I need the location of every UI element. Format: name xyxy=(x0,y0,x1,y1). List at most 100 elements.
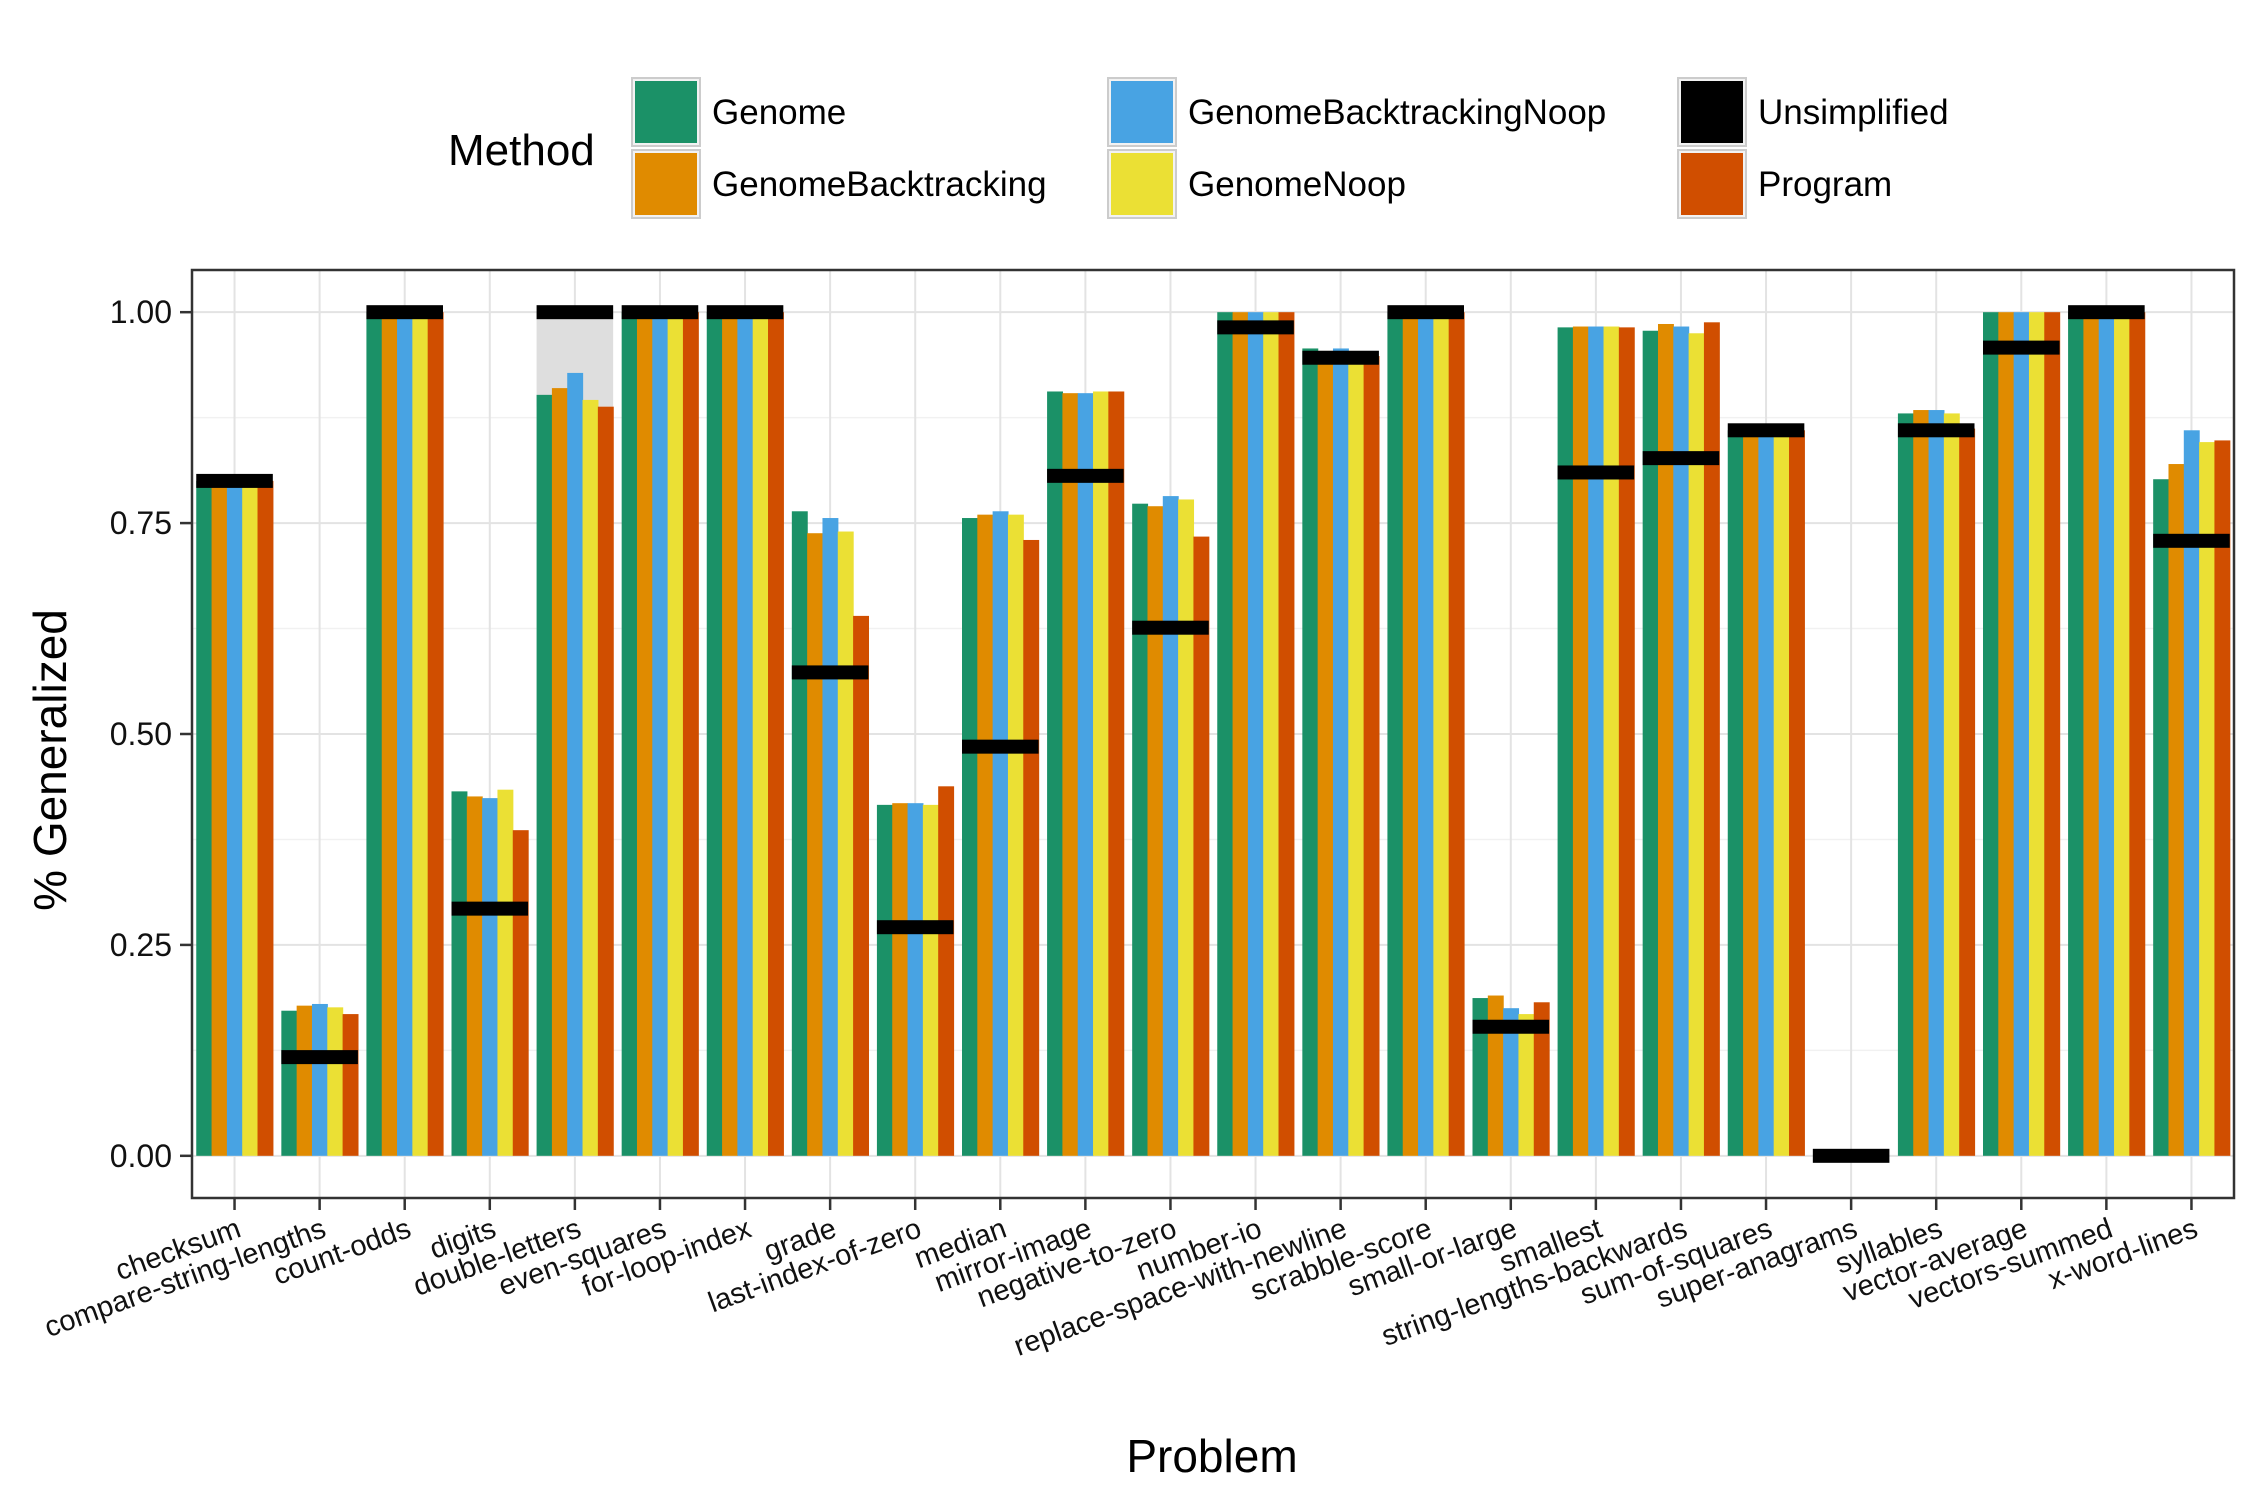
bar-sum-of-squares-program xyxy=(1789,430,1805,1156)
bar-smallest-genomebacktracking xyxy=(1572,326,1589,1156)
bar-count-odds-genomebacktracking xyxy=(381,312,398,1156)
unsimplified-mark-string-lengths-backwards xyxy=(1642,451,1720,466)
legend-label-program: Program xyxy=(1758,165,1892,204)
bar-sum-of-squares-genomenoop xyxy=(1773,430,1790,1156)
y-tick-label: 0.25 xyxy=(110,927,172,963)
bar-vectors-summed-genomenoop xyxy=(2114,312,2130,1156)
legend-label-genomenoop: GenomeNoop xyxy=(1188,165,1406,204)
bar-grade-genome xyxy=(791,511,808,1156)
bar-vector-average-genomebacktrackingnoop xyxy=(2013,312,2030,1156)
bar-negative-to-zero-genomenoop xyxy=(1178,499,1195,1156)
unsimplified-mark-compare-string-lengths xyxy=(281,1050,358,1065)
unsimplified-mark-negative-to-zero xyxy=(1132,620,1209,635)
unsimplified-mark-scrabble-score xyxy=(1387,305,1464,320)
bar-last-index-of-zero-genomebacktrackingnoop xyxy=(907,803,924,1156)
bar-smallest-program xyxy=(1618,327,1635,1156)
bar-string-lengths-backwards-genomebacktrackingnoop xyxy=(1673,326,1690,1156)
bar-small-or-large-program xyxy=(1533,1002,1550,1156)
bar-double-letters-genomebacktrackingnoop xyxy=(567,372,584,1156)
bar-number-io-genomenoop xyxy=(1263,312,1280,1156)
bar-double-letters-genomenoop xyxy=(582,399,599,1156)
bar-replace-space-with-newline-genome xyxy=(1302,348,1319,1156)
bar-smallest-genomenoop xyxy=(1603,326,1620,1156)
bar-mirror-image-genomenoop xyxy=(1093,391,1109,1156)
bar-small-or-large-genomenoop xyxy=(1518,1014,1535,1156)
unsimplified-mark-grade xyxy=(791,665,869,680)
bar-compare-string-lengths-genomenoop xyxy=(327,1007,344,1156)
bar-number-io-genomebacktrackingnoop xyxy=(1247,312,1264,1156)
bar-scrabble-score-genome xyxy=(1387,312,1404,1156)
bar-vector-average-genomebacktracking xyxy=(1998,312,2015,1156)
legend-swatch-program xyxy=(1681,153,1743,215)
bar-count-odds-genomenoop xyxy=(412,312,429,1156)
bar-vector-average-genomenoop xyxy=(2028,312,2045,1156)
bar-mirror-image-genome xyxy=(1047,391,1064,1156)
bar-scrabble-score-genomenoop xyxy=(1433,312,1450,1156)
bar-negative-to-zero-genomebacktrackingnoop xyxy=(1162,496,1179,1156)
bar-scrabble-score-genomebacktrackingnoop xyxy=(1418,312,1434,1156)
bar-negative-to-zero-genome xyxy=(1132,503,1149,1156)
bar-scrabble-score-genomebacktracking xyxy=(1402,312,1419,1156)
bar-replace-space-with-newline-genomenoop xyxy=(1348,350,1365,1156)
bar-grade-genomebacktracking xyxy=(807,533,824,1156)
bar-vectors-summed-genomebacktrackingnoop xyxy=(2098,312,2115,1156)
bar-double-letters-genomebacktracking xyxy=(551,388,568,1156)
unsimplified-mark-vectors-summed xyxy=(2068,305,2145,320)
legend-swatch-genomebacktrackingnoop xyxy=(1111,81,1173,143)
unsimplified-mark-count-odds xyxy=(366,305,443,320)
bar-compare-string-lengths-genomebacktracking xyxy=(296,1005,313,1156)
bar-syllables-genome xyxy=(1897,413,1914,1156)
unsimplified-mark-even-squares xyxy=(621,305,699,320)
unsimplified-mark-super-anagrams xyxy=(1812,1148,1890,1163)
bar-string-lengths-backwards-genomebacktracking xyxy=(1657,323,1674,1156)
bar-median-genome xyxy=(962,518,978,1156)
bar-syllables-genomebacktrackingnoop xyxy=(1928,410,1945,1156)
unsimplified-mark-mirror-image xyxy=(1047,468,1124,483)
bar-vectors-summed-genome xyxy=(2068,312,2085,1156)
legend-label-genome: Genome xyxy=(712,93,846,132)
unsimplified-mark-last-index-of-zero xyxy=(876,920,954,935)
bar-vector-average-program xyxy=(2044,312,2061,1156)
bar-negative-to-zero-genomebacktracking xyxy=(1147,506,1164,1156)
legend-label-genomebacktrackingnoop: GenomeBacktrackingNoop xyxy=(1188,93,1606,132)
legend-label-unsimplified: Unsimplified xyxy=(1758,93,1949,132)
bar-syllables-genomebacktracking xyxy=(1913,410,1930,1156)
bar-compare-string-lengths-program xyxy=(342,1014,359,1156)
unsimplified-mark-smallest xyxy=(1557,465,1635,480)
bar-string-lengths-backwards-genome xyxy=(1642,330,1659,1156)
unsimplified-mark-x-word-lines xyxy=(2153,533,2230,548)
y-tick-label: 0.00 xyxy=(110,1138,172,1174)
bar-compare-string-lengths-genomebacktrackingnoop xyxy=(311,1003,328,1156)
bar-digits-genomenoop xyxy=(497,789,514,1156)
bar-number-io-program xyxy=(1278,312,1295,1156)
legend: Method Genome GenomeBacktracking GenomeBack… xyxy=(448,77,1949,219)
bar-small-or-large-genomebacktrackingnoop xyxy=(1503,1008,1520,1156)
unsimplified-mark-replace-space-with-newline xyxy=(1302,350,1379,365)
bar-x-word-lines-program xyxy=(2214,440,2231,1156)
bar-vectors-summed-genomebacktracking xyxy=(2083,312,2100,1156)
unsimplified-mark-number-io xyxy=(1217,320,1294,335)
bar-even-squares-genomebacktracking xyxy=(636,312,653,1156)
unsimplified-mark-for-loop-index xyxy=(706,305,784,320)
bar-small-or-large-genome xyxy=(1472,998,1489,1156)
bar-last-index-of-zero-genome xyxy=(876,804,893,1156)
bar-grade-program xyxy=(853,615,870,1156)
bar-count-odds-genome xyxy=(366,312,383,1156)
unsimplified-mark-syllables xyxy=(1897,423,1975,438)
bar-median-genomebacktrackingnoop xyxy=(992,511,1009,1156)
legend-title: Method xyxy=(448,126,595,175)
bar-replace-space-with-newline-genomebacktrackingnoop xyxy=(1332,348,1349,1156)
bar-checksum-genome xyxy=(196,480,213,1156)
bar-grade-genomenoop xyxy=(837,531,854,1156)
y-tick-label: 1.00 xyxy=(110,294,172,330)
legend-label-genomebacktracking: GenomeBacktracking xyxy=(712,165,1047,204)
bar-small-or-large-genomebacktracking xyxy=(1487,995,1504,1156)
y-axis-title: % Generalized xyxy=(24,609,76,911)
bar-mirror-image-program xyxy=(1108,391,1125,1156)
bar-for-loop-index-genomenoop xyxy=(752,312,769,1156)
bar-median-genomenoop xyxy=(1007,514,1024,1156)
bar-string-lengths-backwards-program xyxy=(1703,322,1720,1156)
bar-mirror-image-genomebacktracking xyxy=(1062,393,1079,1156)
bar-median-program xyxy=(1023,539,1040,1156)
